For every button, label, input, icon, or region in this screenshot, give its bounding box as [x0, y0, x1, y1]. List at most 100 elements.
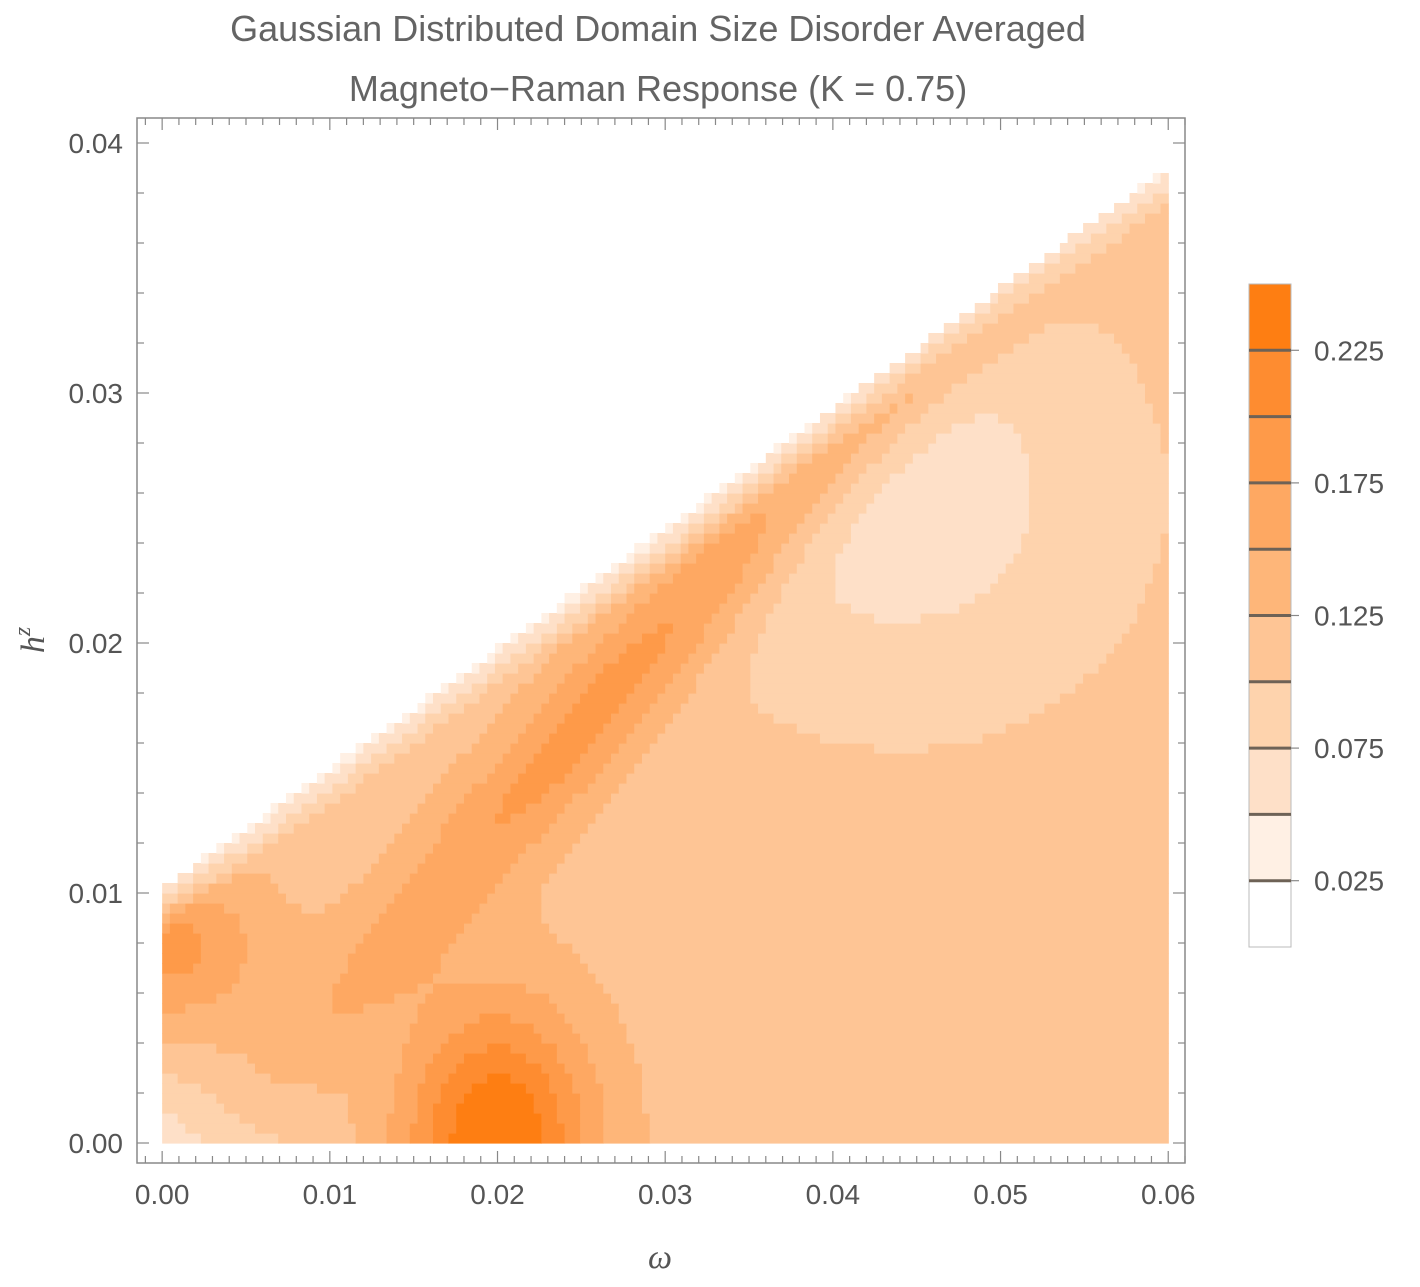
- heatmap-cell: [881, 393, 906, 404]
- heatmap-cell: [409, 1123, 434, 1134]
- heatmap-cell: [224, 903, 303, 914]
- heatmap-cell: [874, 743, 929, 754]
- heatmap-cell: [997, 283, 1015, 294]
- heatmap-cell: [541, 893, 1169, 904]
- heatmap-cell: [425, 853, 519, 864]
- heatmap-cell: [974, 413, 999, 424]
- heatmap-cell: [177, 893, 194, 904]
- heatmap-cells: [162, 173, 1169, 1144]
- heatmap-cell: [448, 813, 496, 824]
- heatmap-cell: [843, 433, 868, 444]
- heatmap-cell: [386, 1113, 419, 1124]
- heatmap-cell: [433, 783, 473, 794]
- heatmap-cell: [409, 713, 426, 724]
- heatmap-cell: [618, 623, 659, 634]
- colorbar-band: [1249, 549, 1291, 616]
- heatmap-cell: [402, 733, 426, 744]
- heatmap-cell: [1121, 343, 1169, 354]
- heatmap-cell: [688, 693, 751, 704]
- heatmap-cell: [1129, 223, 1169, 234]
- heatmap-cell: [463, 923, 550, 934]
- heatmap-cell: [239, 1113, 349, 1124]
- heatmap-cell: [626, 1023, 1169, 1034]
- heatmap-cell: [634, 553, 651, 564]
- heatmap-cell: [1106, 223, 1131, 234]
- heatmap-cell: [162, 953, 202, 964]
- heatmap-cell: [239, 963, 349, 974]
- plot-frame: [136, 117, 1186, 1164]
- heatmap-cell: [812, 503, 837, 514]
- y-tick-label: 0.01: [69, 878, 124, 909]
- heatmap-cell: [417, 1093, 442, 1104]
- heatmap-cell: [1028, 713, 1169, 724]
- heatmap-cell: [603, 1093, 643, 1104]
- heatmap-cell: [850, 453, 883, 464]
- heatmap-cell: [162, 1053, 248, 1064]
- heatmap-cell: [216, 873, 233, 884]
- heatmap-cell: [433, 983, 527, 994]
- heatmap-cell: [1044, 263, 1076, 274]
- heatmap-cell: [487, 683, 519, 694]
- heatmap-cell: [990, 293, 999, 304]
- heatmap-cell: [928, 343, 953, 354]
- heatmap-cell: [402, 1043, 442, 1054]
- heatmap-cell: [874, 493, 1030, 504]
- heatmap-cell: [835, 583, 991, 594]
- heatmap-cell: [556, 1003, 620, 1014]
- heatmap-cell: [433, 693, 457, 704]
- heatmap-cell: [858, 473, 891, 484]
- heatmap-cell: [409, 873, 504, 884]
- heatmap-cell: [324, 803, 419, 814]
- heatmap-cell: [549, 923, 1169, 934]
- heatmap-cell: [727, 513, 751, 524]
- heatmap-cell: [866, 393, 883, 404]
- heatmap-cell: [943, 393, 1146, 404]
- heatmap-cell: [835, 423, 860, 434]
- heatmap-cell: [456, 1113, 542, 1124]
- heatmap-cell: [533, 673, 566, 684]
- heatmap-cell: [200, 953, 248, 964]
- heatmap-cell: [433, 1053, 465, 1064]
- heatmap-cell: [665, 563, 682, 574]
- heatmap-cell: [494, 763, 527, 774]
- heatmap-cell: [541, 633, 558, 644]
- heatmap-cell: [169, 923, 194, 934]
- heatmap-cell: [518, 633, 542, 644]
- heatmap-cell: [1145, 213, 1169, 224]
- heatmap-cell: [208, 853, 225, 864]
- heatmap-cell: [231, 833, 241, 844]
- heatmap-cell: [696, 503, 705, 514]
- heatmap-cell: [680, 513, 690, 524]
- heatmap-cell: [827, 443, 860, 454]
- heatmap-cell: [425, 733, 481, 744]
- heatmap-cell: [626, 733, 659, 744]
- heatmap-cell: [502, 753, 535, 764]
- heatmap-cell: [572, 793, 612, 804]
- heatmap-cell: [386, 743, 411, 754]
- heatmap-cell: [1021, 443, 1162, 454]
- heatmap-cell: [580, 1113, 604, 1124]
- heatmap-cell: [1160, 553, 1169, 564]
- heatmap-cell: [595, 1073, 643, 1084]
- colorbar-band: [1249, 880, 1291, 948]
- heatmap-cell: [448, 1133, 542, 1144]
- heatmap-cell: [587, 653, 620, 664]
- heatmap-cell: [626, 693, 659, 704]
- colorbar-tick-label: 0.075: [1314, 733, 1384, 764]
- heatmap-cell: [487, 773, 519, 784]
- heatmap-cell: [193, 863, 210, 874]
- heatmap-cell: [595, 603, 612, 614]
- heatmap-cell: [959, 313, 976, 324]
- heatmap-cell: [603, 1103, 643, 1114]
- heatmap-cell: [943, 333, 968, 344]
- heatmap-cell: [1083, 673, 1169, 684]
- heatmap-cell: [1152, 413, 1169, 424]
- heatmap-cell: [162, 903, 171, 914]
- heatmap-cell: [355, 753, 372, 764]
- heatmap-cell: [556, 723, 604, 734]
- heatmap-cell: [394, 723, 419, 734]
- heatmap-cell: [672, 623, 705, 634]
- heatmap-cell: [316, 1083, 395, 1094]
- heatmap-cell: [572, 843, 1169, 854]
- colorbar-band: [1249, 814, 1291, 882]
